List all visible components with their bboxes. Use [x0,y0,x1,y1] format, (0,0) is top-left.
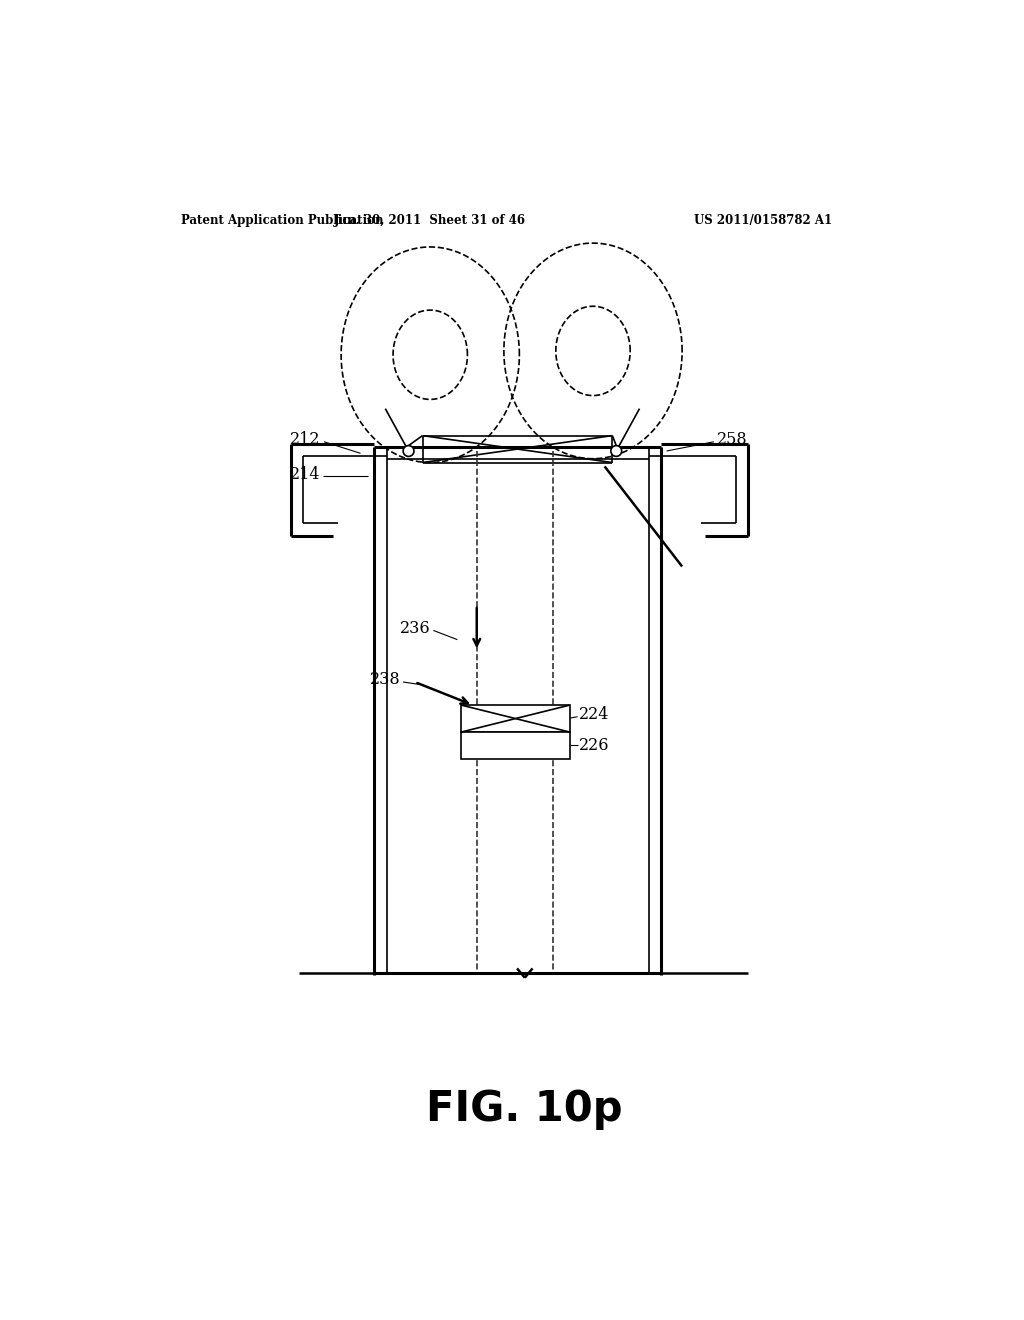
Text: 238: 238 [370,671,400,688]
Text: 258: 258 [717,430,748,447]
Text: 236: 236 [399,619,430,636]
Bar [461,733,569,759]
Text: Patent Application Publication: Patent Application Publication [180,214,383,227]
Circle shape [611,446,622,457]
Text: US 2011/0158782 A1: US 2011/0158782 A1 [694,214,833,227]
Text: FIG. 10p: FIG. 10p [426,1089,624,1130]
Bar [461,705,569,733]
Circle shape [403,446,414,457]
Text: 226: 226 [579,737,609,754]
Text: Jun. 30, 2011  Sheet 31 of 46: Jun. 30, 2011 Sheet 31 of 46 [334,214,526,227]
Text: 212: 212 [290,430,321,447]
Text: 224: 224 [579,706,609,723]
Text: 214: 214 [290,466,321,483]
